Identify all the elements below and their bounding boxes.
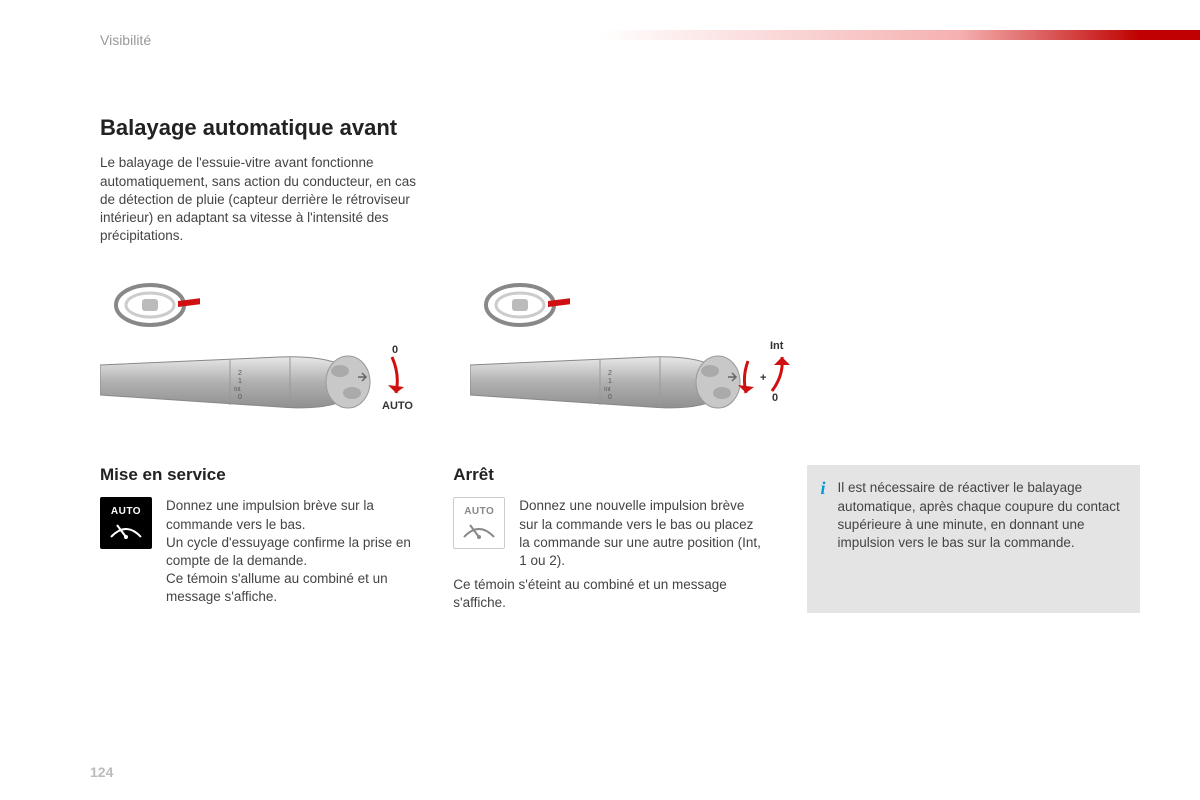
columns-row: Mise en service AUTO Donnez une impulsio…	[100, 465, 1140, 612]
col-deactivation: Arrêt AUTO Donnez une nouvelle impulsion…	[453, 465, 766, 612]
page-content: Balayage automatique avant Le balayage d…	[100, 115, 1140, 613]
svg-text:1: 1	[238, 378, 242, 385]
diagram-deactivation: 2 1 Int 0 Int + 0	[470, 275, 790, 435]
svg-text:2: 2	[608, 370, 612, 377]
col2-title: Arrêt	[453, 465, 766, 485]
diagram-activation: 2 1 Int 0 0 AUTO	[100, 275, 420, 435]
steering-wheel-icon	[110, 275, 200, 330]
wiper-icon	[107, 517, 145, 541]
diagram-row: 2 1 Int 0 0 AUTO	[100, 275, 1140, 435]
page-number: 124	[90, 764, 113, 780]
col-activation: Mise en service AUTO Donnez une impulsio…	[100, 465, 413, 612]
wiper-stalk-icon: 2 1 Int 0 Int + 0	[470, 335, 810, 435]
arrow-up-icon	[774, 357, 790, 365]
label-auto: AUTO	[382, 400, 413, 412]
svg-text:Int: Int	[234, 387, 241, 393]
label-zero: 0	[772, 392, 778, 404]
info-box: i Il est nécessaire de réactiver le bala…	[807, 465, 1140, 612]
label-int: Int	[770, 340, 784, 352]
col1-text: Donnez une impulsion brève sur la comman…	[166, 497, 413, 606]
auto-icon-label: AUTO	[464, 506, 494, 517]
arrow-down-icon	[388, 385, 404, 393]
section-label: Visibilité	[100, 32, 151, 48]
auto-wiper-active-icon: AUTO	[100, 497, 152, 549]
auto-wiper-inactive-icon: AUTO	[453, 497, 505, 549]
col2-text-below: Ce témoin s'éteint au combiné et un mess…	[453, 576, 766, 612]
svg-text:0: 0	[608, 394, 612, 401]
info-icon: i	[821, 479, 826, 594]
svg-text:Int: Int	[604, 387, 611, 393]
auto-icon-label: AUTO	[111, 506, 141, 517]
svg-text:0: 0	[238, 394, 242, 401]
svg-text:1: 1	[608, 378, 612, 385]
svg-text:2: 2	[238, 370, 242, 377]
page-header: Visibilité	[0, 30, 1200, 52]
col2-text-inline: Donnez une nouvelle impulsion brève sur …	[519, 497, 766, 570]
intro-paragraph: Le balayage de l'essuie-vitre avant fonc…	[100, 154, 420, 245]
main-title: Balayage automatique avant	[100, 115, 1140, 140]
steering-wheel-icon	[480, 275, 570, 330]
wiper-stalk-icon: 2 1 Int 0 0 AUTO	[100, 335, 420, 435]
col1-title: Mise en service	[100, 465, 413, 485]
title-text: Balayage automatique avant	[100, 115, 397, 140]
label-zero: 0	[392, 344, 398, 356]
header-red-bar	[600, 30, 1200, 40]
wiper-icon	[460, 517, 498, 541]
label-plus: +	[760, 372, 766, 384]
info-text: Il est nécessaire de réactiver le balaya…	[838, 479, 1124, 594]
arrow-down-icon	[738, 385, 754, 393]
